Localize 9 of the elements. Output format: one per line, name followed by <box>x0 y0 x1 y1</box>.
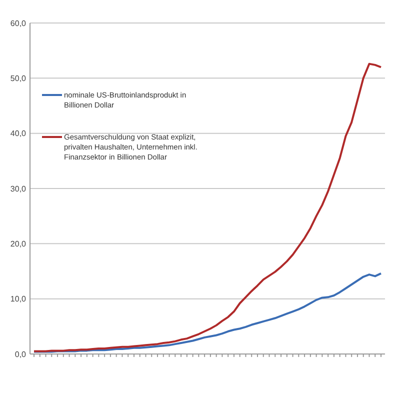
line-series <box>33 272 382 353</box>
y-tick-label: 20,0 <box>10 239 27 248</box>
y-tick-label: 60,0 <box>10 18 27 28</box>
y-tick-label: 30,0 <box>10 184 27 194</box>
y-tick-label: 40,0 <box>10 129 27 138</box>
y-tick-label: 10,0 <box>10 294 27 304</box>
y-tick-label: 50,0 <box>10 74 27 83</box>
line-series <box>33 62 382 352</box>
y-tick-label: 0,0 <box>14 350 27 359</box>
